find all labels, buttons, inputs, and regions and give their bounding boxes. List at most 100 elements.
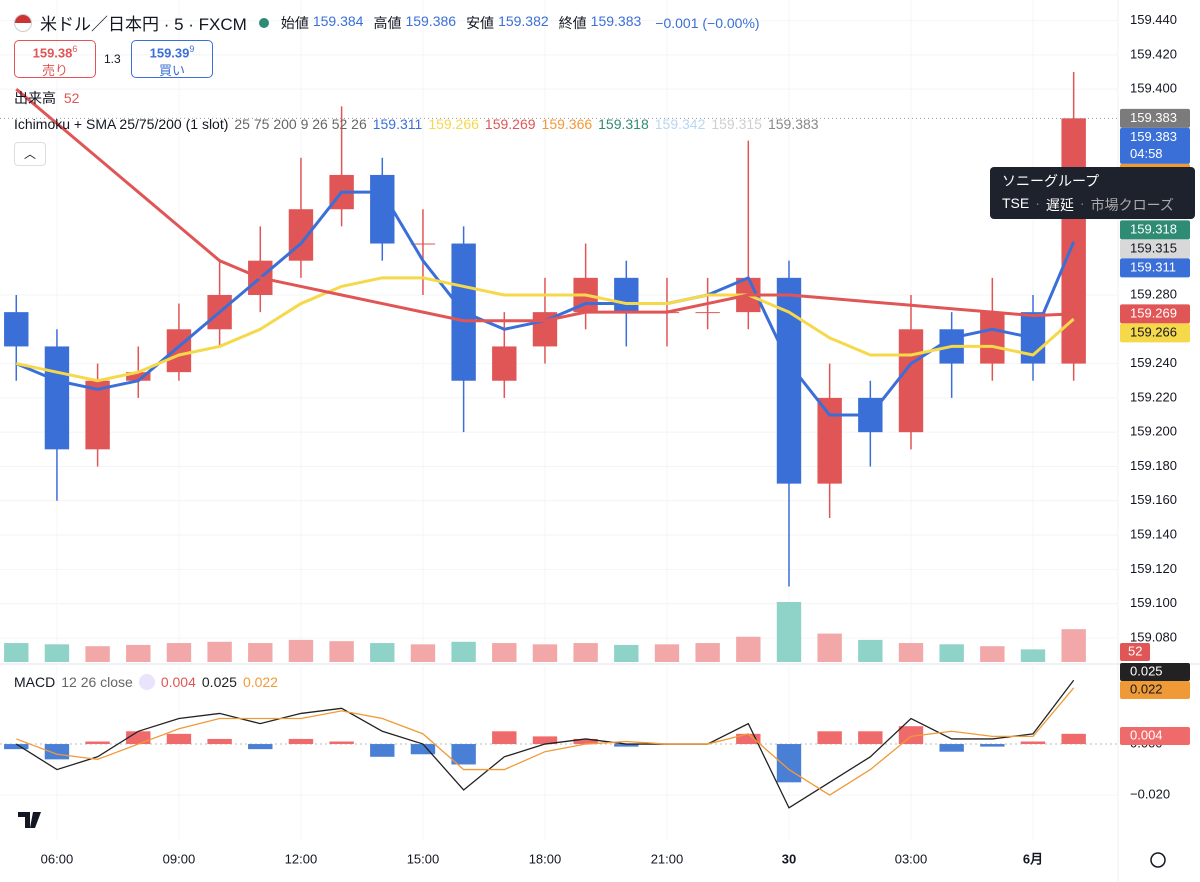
macd-histogram-bar	[858, 731, 883, 745]
volume-bar	[898, 643, 924, 662]
y-tick-label: 159.400	[1130, 81, 1177, 96]
x-tick-label: 03:00	[895, 851, 928, 866]
macd-badge-label: 0.004	[1130, 727, 1163, 742]
volume-bar	[329, 641, 354, 662]
tooltip-items: TSE · 遅延 · 市場クローズ	[1002, 195, 1183, 215]
x-tick-label: 15:00	[407, 851, 440, 866]
ohlc-label: 始値	[280, 14, 309, 31]
x-tick-label: 06:00	[41, 851, 74, 866]
volume-bar	[1020, 649, 1046, 662]
volume-bar	[695, 643, 720, 662]
volume-legend: 出来高 52	[14, 88, 79, 108]
y-tick-label: 159.200	[1130, 424, 1177, 439]
volume-title: 出来高	[14, 90, 56, 106]
y-tick-label: 159.160	[1130, 492, 1177, 507]
buy-price: 159.39	[149, 45, 190, 61]
indicator-legend: Ichimoku + SMA 25/75/200 (1 slot) 25 75 …	[14, 116, 819, 132]
y-tick-label: 159.180	[1130, 458, 1177, 473]
price-badge	[1120, 239, 1190, 259]
volume-bar	[614, 644, 639, 662]
ohlc-value: 159.383	[590, 12, 642, 29]
price-badge-label: 159.383	[1130, 129, 1177, 144]
header: 米ドル／日本円 · 5 · FXCM 始値 159.384 高値 159.386 安値 1…	[14, 10, 760, 35]
macd-histogram-bar	[1020, 741, 1046, 745]
flag-icon	[14, 13, 32, 32]
indicator-value: 159.383	[767, 116, 819, 132]
macd-histogram-bar	[1061, 733, 1086, 745]
candle-body	[85, 380, 110, 450]
macd-histogram-bar	[492, 731, 517, 745]
y-tick-label: 159.220	[1130, 389, 1177, 404]
macd-legend: MACD 12 26 close 0.004 0.025 0.022	[14, 674, 278, 690]
volume-bar	[410, 644, 436, 662]
x-tick-label: 30	[782, 851, 796, 866]
candle-body	[126, 372, 151, 381]
tooltip-title: ソニーグループ	[1002, 173, 1100, 189]
candle-body	[695, 312, 720, 314]
macd-histogram-bar	[980, 744, 1005, 747]
candle-body	[492, 346, 517, 381]
macd-histogram-bar	[410, 744, 436, 755]
indicator-value: 159.342	[654, 116, 706, 132]
ohlc: 始値 159.384 高値 159.386 安値 159.382 終値 159.383	[281, 13, 647, 33]
ohlc-label: 安値	[466, 14, 495, 31]
buy-sup: 9	[189, 44, 195, 54]
price-badge-label: 159.266	[1130, 324, 1177, 339]
candle-body	[44, 346, 70, 450]
buy-button[interactable]: 159.399 買い	[131, 40, 213, 78]
symbol[interactable]: 米ドル／日本円 · 5 · FXCM	[40, 15, 247, 34]
macd-value: 0.022	[242, 674, 278, 690]
sell-price: 159.38	[32, 45, 73, 61]
candle-body	[410, 243, 436, 245]
tooltip: ソニーグループ TSE · 遅延 · 市場クローズ	[990, 167, 1195, 219]
settings-icon	[1150, 852, 1166, 868]
candle-body	[166, 329, 192, 373]
volume-bar	[85, 646, 110, 662]
countdown: 04:58	[1130, 146, 1163, 161]
macd-histogram-bar	[126, 731, 151, 745]
price-badge	[1120, 127, 1190, 164]
macd-histogram-bar	[776, 744, 802, 783]
price-badge	[1120, 258, 1190, 278]
indicator-value: 159.366	[541, 116, 593, 132]
macd-params: 12 26 close	[61, 674, 133, 690]
macd-line	[16, 687, 1075, 796]
y-tick-label: 159.440	[1130, 12, 1177, 27]
macd-title: MACD	[14, 674, 56, 690]
buy-label: 買い	[158, 63, 185, 79]
price-badge-label: 159.315	[1130, 240, 1177, 255]
indicator-value: 159.318	[598, 116, 649, 132]
sell-sup: 6	[72, 44, 78, 54]
candle-body	[4, 312, 29, 347]
macd-histogram-bar	[898, 726, 924, 745]
sell-button[interactable]: 159.386 売り	[14, 40, 96, 78]
price-badge	[1120, 304, 1190, 324]
tooltip-item: 市場クローズ	[1090, 197, 1174, 213]
ohlc-value: 159.386	[405, 12, 457, 29]
tooltip-item: 遅延	[1045, 197, 1074, 213]
ohlc-label: 高値	[373, 14, 402, 31]
candle-body	[817, 397, 842, 484]
candle-body	[614, 277, 639, 313]
macd-badge	[1120, 663, 1190, 681]
sma-line	[15, 276, 1075, 383]
candle-body	[980, 312, 1005, 364]
macd-histogram-bar	[166, 733, 192, 745]
volume-badge	[1120, 643, 1150, 661]
collapse-button[interactable]: ︿	[14, 142, 46, 166]
macd-badge	[1120, 681, 1190, 699]
volume-badge-label: 52	[1128, 643, 1142, 658]
spread: 1.3	[104, 52, 121, 66]
macd-histogram-bar	[370, 744, 395, 757]
macd-badge	[1120, 727, 1190, 745]
volume-bar	[166, 643, 192, 662]
x-tick-label: 09:00	[163, 851, 196, 866]
y-tick-label: 159.280	[1130, 286, 1177, 301]
volume-bar	[980, 646, 1005, 662]
x-tick-label: 6月	[1023, 851, 1043, 866]
y-tick-label: 159.100	[1130, 595, 1177, 610]
candle-body	[898, 329, 924, 433]
macd-icon[interactable]	[138, 674, 155, 690]
candle-body	[1061, 118, 1086, 364]
